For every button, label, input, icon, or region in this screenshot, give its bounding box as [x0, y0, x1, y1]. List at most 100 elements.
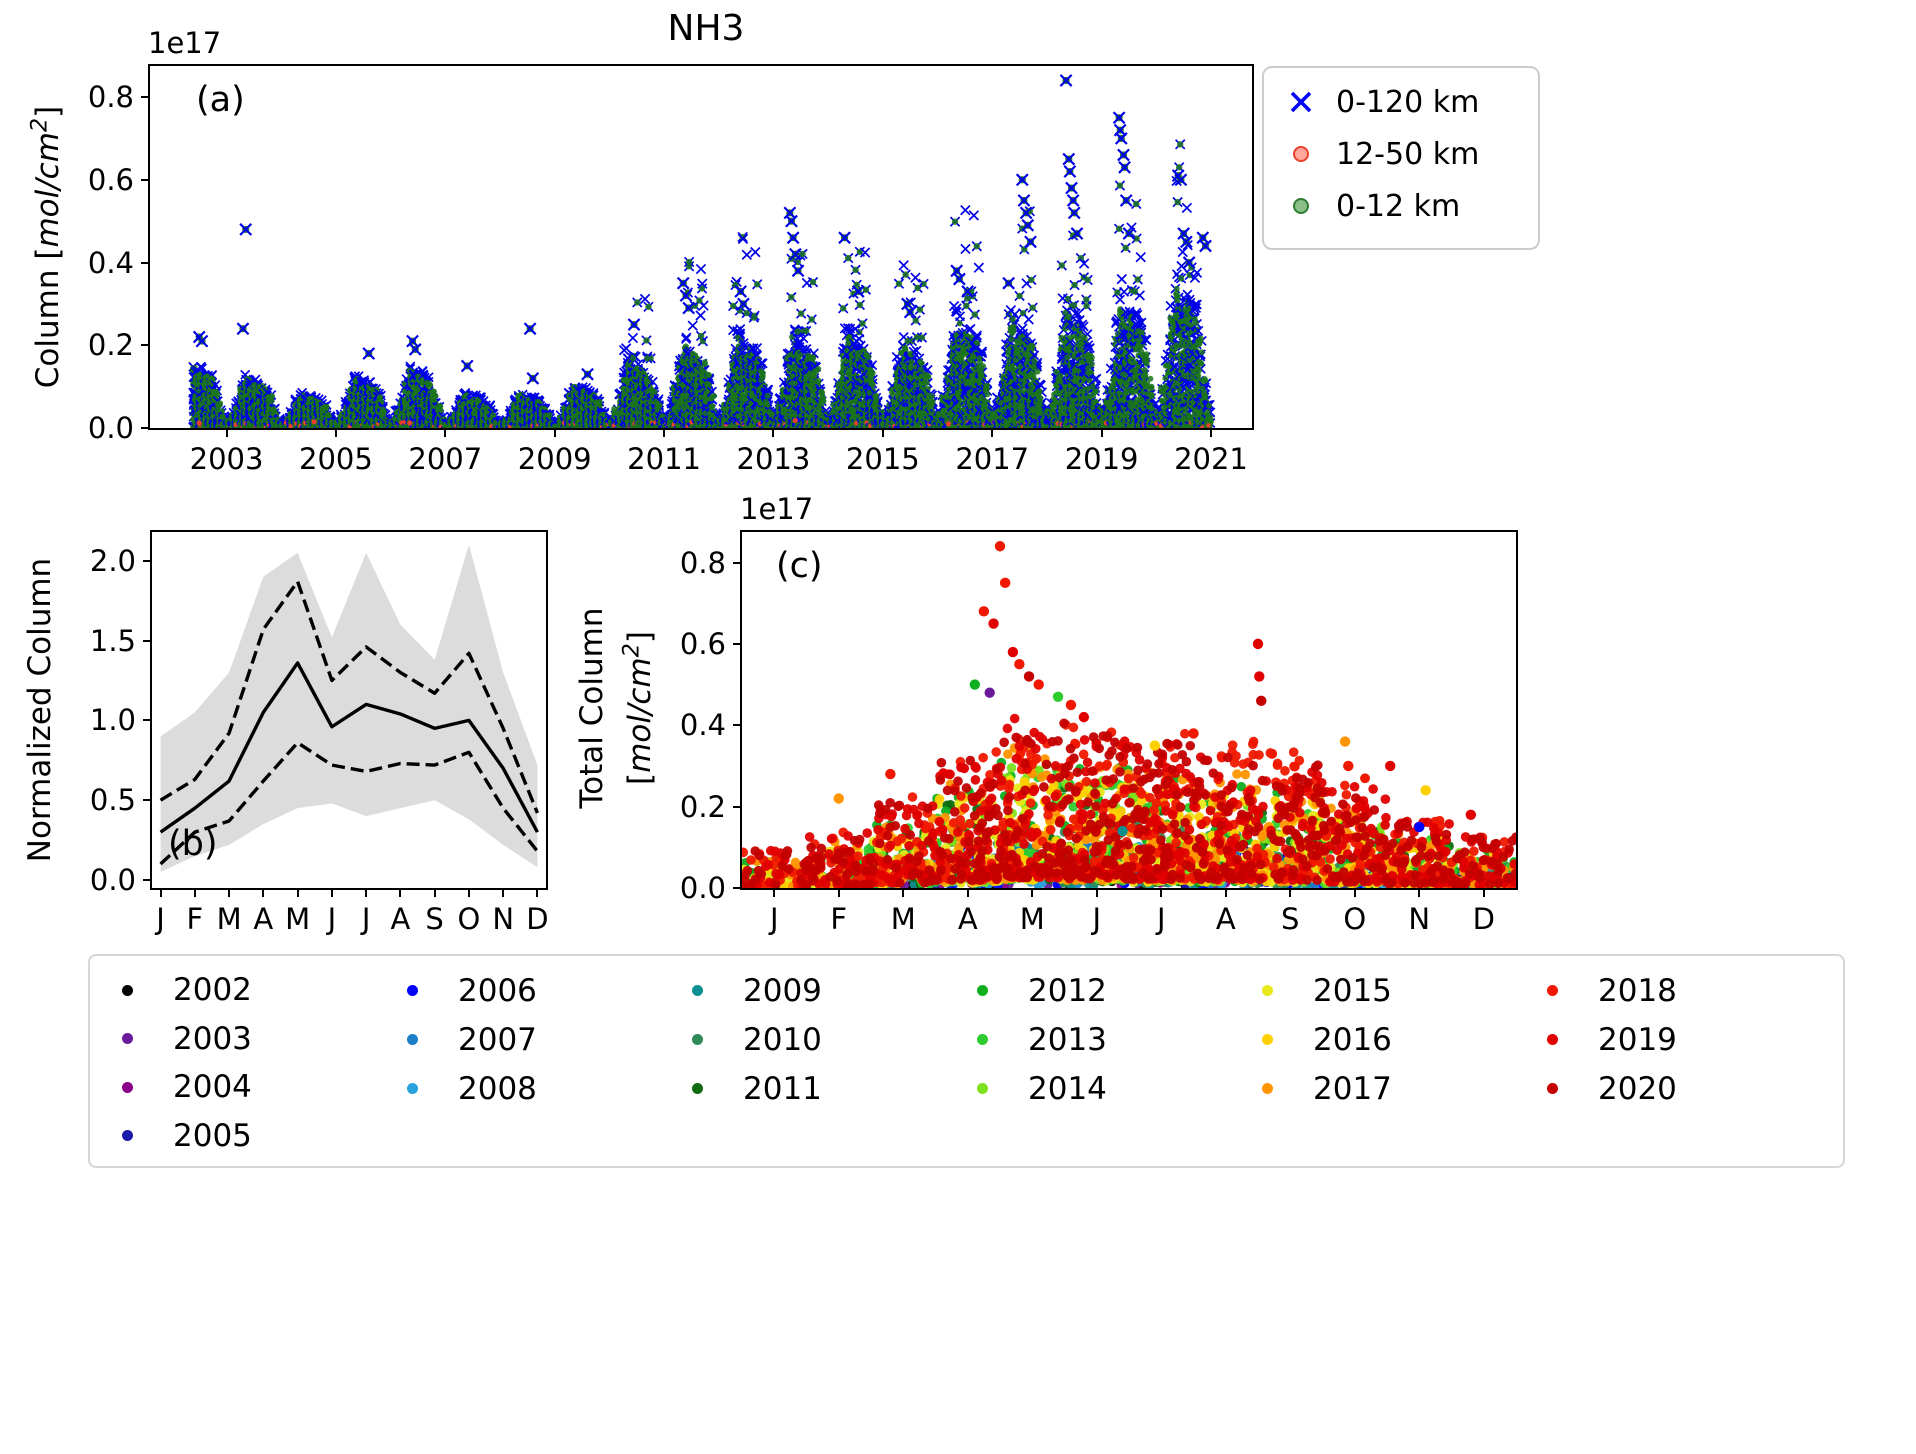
year-legend-column: 2015 2016 2017 [1248, 966, 1533, 1160]
panel-b-xtick-mark [228, 890, 231, 897]
panel-a-ytick-mark [141, 427, 148, 429]
panel-b-xtick-mark [536, 890, 539, 897]
year-dot-icon [122, 1033, 133, 1045]
year-dot-icon [1547, 1034, 1558, 1045]
panel-b-xtick-mark [262, 890, 265, 897]
year-legend-entry-2018: 2018 [1533, 966, 1818, 1015]
panel-c-xtick: S [1281, 902, 1300, 936]
year-legend-entry-2013: 2013 [963, 1015, 1248, 1064]
year-label: 2006 [458, 972, 537, 1009]
year-legend-entry-2016: 2016 [1248, 1015, 1533, 1064]
panel-c-offset-text: 1e17 [740, 492, 814, 526]
panel-a-xtick: 2017 [955, 442, 1030, 476]
panel-b-xtick: M [285, 902, 311, 936]
panel-a-label: (a) [196, 80, 245, 120]
year-legend-entry-2020: 2020 [1533, 1064, 1818, 1113]
year-label: 2004 [173, 1069, 252, 1106]
year-legend-entry-2014: 2014 [963, 1064, 1248, 1113]
panel-c-xtick-mark [1224, 890, 1227, 897]
year-legend-column: 2012 2013 2014 [963, 966, 1248, 1160]
panel-b-xtick-mark [296, 890, 299, 897]
year-label: 2019 [1598, 1021, 1677, 1058]
panel-b-xtick-mark [467, 890, 470, 897]
panel-b-plot [150, 530, 548, 890]
year-label: 2020 [1598, 1070, 1677, 1107]
year-label: 2009 [743, 972, 822, 1009]
panel-b-xtick-mark [399, 890, 402, 897]
panel-c-xtick: D [1472, 902, 1495, 936]
panel-a-xtick-mark [225, 430, 228, 437]
year-dot-icon [1547, 1083, 1558, 1094]
panel-b-xtick: O [457, 902, 481, 936]
dot-marker-icon [1278, 139, 1324, 169]
panel-c-plot [740, 530, 1518, 890]
panel-b-xtick: J [156, 902, 165, 936]
year-legend-entry-2002: 2002 [108, 966, 393, 1015]
year-dot-icon [122, 1081, 133, 1093]
panel-b-xtick: F [186, 902, 204, 936]
year-legend-entry-2007: 2007 [393, 1015, 678, 1064]
panel-c-xtick-mark [966, 890, 969, 897]
panel-b-xtick: S [425, 902, 444, 936]
panel-a-ylabel: Column [mol/cm2] [20, 106, 68, 388]
panel-a-xtick: 2015 [845, 442, 920, 476]
panel-c-xtick: A [1215, 902, 1236, 936]
panel-a-ytick-mark [141, 261, 148, 264]
year-label: 2010 [743, 1021, 822, 1058]
panel-a-ytick: 0.4 [87, 245, 134, 280]
year-label: 2002 [173, 972, 252, 1009]
year-dot-icon [692, 1034, 703, 1045]
year-dot-icon [122, 984, 133, 996]
panel-c-xtick: M [890, 902, 916, 936]
year-label: 2008 [458, 1070, 537, 1107]
panel-b-ytick: 0.5 [89, 783, 136, 818]
panel-c-ylabel-line1: Total Column [573, 607, 610, 809]
year-dot-icon [122, 1130, 133, 1142]
legend-entry-12-50km: 12-50 km [1278, 128, 1518, 180]
ylabel-text: ] [622, 631, 659, 644]
panel-a-ytick: 0.6 [87, 162, 134, 197]
panel-b-ytick: 1.0 [89, 703, 136, 738]
ylabel-text: ] [30, 105, 67, 118]
panel-b-xtick: A [390, 902, 411, 936]
legend-label: 12-50 km [1336, 136, 1480, 172]
panel-c-xtick: A [957, 902, 978, 936]
panel-a-ytick: 0.8 [87, 80, 134, 115]
year-dot-icon [977, 1034, 988, 1045]
year-legend-entry-2019: 2019 [1533, 1015, 1818, 1064]
year-label: 2013 [1028, 1021, 1107, 1058]
panel-c-ytick: 0.6 [679, 626, 726, 661]
legend-label: 0-12 km [1336, 188, 1461, 224]
year-dot-icon [977, 1083, 988, 1094]
x-marker-icon [1278, 87, 1324, 117]
panel-a-xtick-mark [1100, 430, 1103, 437]
legend-label: 0-120 km [1336, 84, 1480, 120]
panel-b-ytick-mark [143, 719, 150, 722]
panel-c-xtick-mark [902, 890, 905, 897]
panel-b-xtick-mark [193, 890, 196, 897]
panel-a-canvas [150, 66, 1252, 428]
ylabel-text: [ [622, 772, 659, 785]
panel-b-xtick: J [327, 902, 337, 936]
ylabel-sup-wrap: 2 [619, 643, 658, 657]
panel-b-label: (b) [168, 824, 218, 864]
panel-b-ytick: 0.0 [89, 863, 136, 898]
panel-b-ytick-mark [143, 639, 150, 642]
year-dot-icon [1262, 1083, 1273, 1094]
panel-a-xtick: 2013 [736, 442, 811, 476]
panel-b-xtick: D [526, 902, 549, 936]
year-dot-icon [692, 1083, 703, 1094]
year-dot-icon [1262, 1034, 1273, 1045]
panel-c-ylabel: Total Column [mol/cm2] [572, 608, 660, 809]
panel-a-xtick: 2007 [408, 442, 483, 476]
panel-a-ytick: 0.0 [87, 411, 134, 445]
year-label: 2016 [1313, 1021, 1392, 1058]
panel-a-xtick-mark [1209, 430, 1212, 437]
panel-c-ytick: 0.2 [679, 789, 726, 824]
panel-a-xtick-mark [553, 430, 556, 437]
year-legend-entry-2017: 2017 [1248, 1064, 1533, 1113]
panel-b-xtick-mark [330, 890, 333, 897]
panel-b-ytick-mark [143, 799, 150, 802]
legend-entry-0-120km: 0-120 km [1278, 76, 1518, 128]
panel-a-xtick: 2003 [189, 442, 264, 476]
